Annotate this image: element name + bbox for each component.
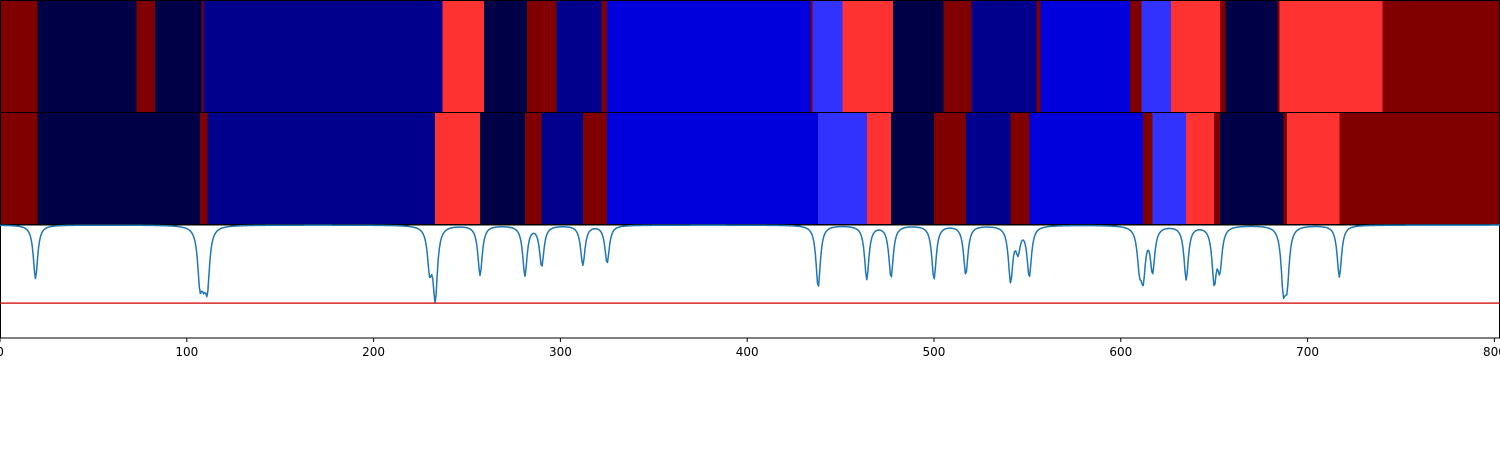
x-tick-label: 400 [736, 345, 759, 359]
x-tick-label: 500 [923, 345, 946, 359]
segment-row-2-segment [37, 113, 200, 224]
segment-row-2-segment [1339, 113, 1500, 224]
segment-row-1-segment [556, 1, 602, 112]
line-panel-frame [0, 224, 1500, 339]
x-tick-label: 600 [1109, 345, 1132, 359]
segment-row-2-segment [965, 113, 1011, 224]
segment-row-2-segment [1219, 113, 1284, 224]
segment-row-1-segment [1036, 1, 1041, 112]
segment-row-2-segment [1010, 113, 1030, 224]
x-tick-label: 200 [362, 345, 385, 359]
segment-row-1-segment [812, 1, 843, 112]
segment-row-1-segment [1225, 1, 1278, 112]
segment-row-2-segment [1186, 113, 1215, 224]
segment-row-1-segment [0, 1, 38, 112]
segment-row-1-segment [442, 1, 484, 112]
segment-row-1-segment [1382, 1, 1500, 112]
segment-row-1-segment [37, 1, 137, 112]
segment-row-2-segment [524, 113, 542, 224]
segment-row-2-segment [480, 113, 525, 224]
segment-row-1-segment [1130, 1, 1142, 112]
segment-row-2-segment [541, 113, 583, 224]
segment-rows [0, 0, 1500, 225]
segment-row-2-segment [866, 113, 892, 224]
segment-row-1-segment [526, 1, 557, 112]
segment-row-1-segment [1279, 1, 1383, 112]
segment-row-2-segment [891, 113, 934, 224]
signal-series-line [0, 224, 1500, 304]
segment-row-2-segment [1152, 113, 1187, 224]
segment-row-2-segment [582, 113, 608, 224]
segment-row-2-segment [1214, 113, 1220, 224]
segment-row-2-segment [1283, 113, 1288, 224]
line-panel [0, 224, 1500, 339]
segment-row-2-segment [1029, 113, 1144, 224]
segment-row-2-segment [934, 113, 966, 224]
segment-row-1-segment [1219, 1, 1226, 112]
segment-row-1-segment [203, 1, 443, 112]
segment-row-2-segment [1287, 113, 1340, 224]
x-tick-label: 800 [1483, 345, 1500, 359]
segment-row-2-segment [0, 113, 38, 224]
segment-row-1-segment [136, 1, 156, 112]
segment-row-1-segment [943, 1, 972, 112]
segment-row-2-segment [1143, 113, 1153, 224]
segment-row-1-segment [1277, 1, 1280, 112]
x-axis: 0 100 200 300 400 500 600 700 800 [0, 338, 1500, 359]
x-tick-label: 100 [175, 345, 198, 359]
segment-row-1-segment [892, 1, 944, 112]
segment-row-1-segment [607, 1, 811, 112]
segment-row-1-segment [810, 1, 813, 112]
segment-row-2-segment [199, 113, 208, 224]
segment-row-2-segment [435, 113, 481, 224]
segment-row-1-segment [1141, 1, 1172, 112]
x-tick-label: 700 [1296, 345, 1319, 359]
segment-row-1-segment [155, 1, 202, 112]
segment-row-1-segment [483, 1, 527, 112]
segment-row-1-segment [1171, 1, 1220, 112]
segment-row-1-segment [971, 1, 1037, 112]
segment-row-2-segment [207, 113, 436, 224]
segment-row-1-segment [842, 1, 893, 112]
segment-row-2-segment [818, 113, 867, 224]
segment-row-1-segment [601, 1, 608, 112]
segment-row-1-segment [1040, 1, 1131, 112]
segment-row-1-segment [201, 1, 204, 112]
x-tick-label: 300 [549, 345, 572, 359]
segment-row-2-segment [607, 113, 819, 224]
x-tick-label: 0 [0, 345, 4, 359]
